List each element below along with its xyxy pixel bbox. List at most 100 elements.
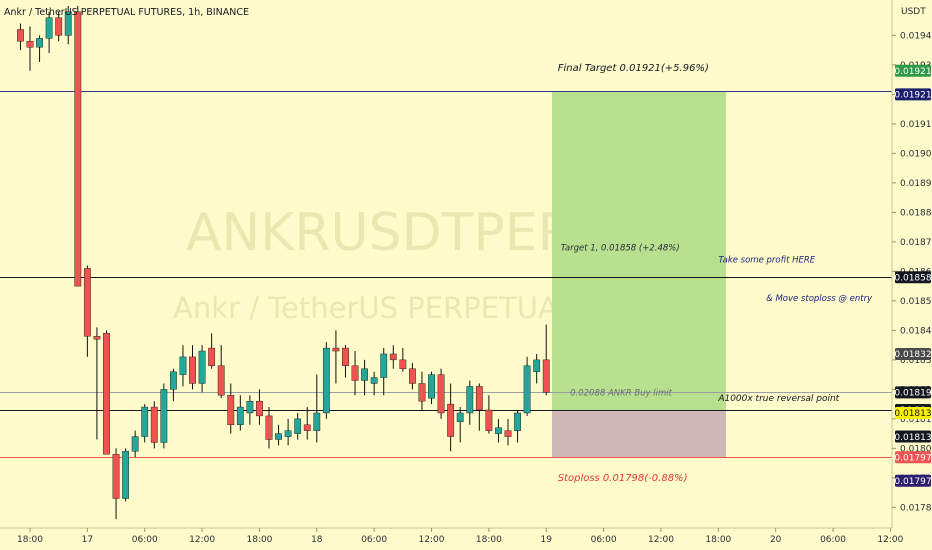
entry-badge-yellow-bg	[895, 406, 931, 419]
stop-badge-red: 0.01797	[894, 453, 931, 463]
candle-up	[246, 400, 254, 414]
candle-down	[409, 368, 416, 384]
reversal-annotation: A1000x true reversal point	[717, 394, 839, 404]
final-target-badge-navy-bg	[895, 88, 931, 101]
candle-down	[389, 353, 397, 361]
current-price-badge-bg	[895, 386, 931, 399]
x-tick-label: 06:00	[132, 535, 158, 545]
x-tick-label: 18:00	[476, 535, 502, 545]
candle-up	[313, 412, 321, 431]
stop-badge-navy-bg	[895, 474, 931, 487]
x-tick-label: 12:00	[877, 535, 903, 545]
candle-up	[322, 347, 330, 414]
candle-down	[332, 347, 340, 352]
x-tick-label: 12:00	[189, 535, 215, 545]
stop-badge-red-bg	[895, 451, 931, 464]
x-tick-label: 19	[541, 535, 553, 545]
x-tick-label: 17	[82, 535, 93, 545]
candle-up	[160, 389, 168, 443]
y-tick-label: 0.01780	[900, 503, 932, 513]
candle-down	[447, 403, 455, 437]
move-stoploss-annotation: & Move stoploss @ entry	[766, 294, 873, 304]
candle-down	[475, 386, 483, 411]
candle-down	[399, 359, 407, 369]
candle-up	[198, 350, 206, 384]
candle-up	[523, 365, 531, 414]
entry-badge-black: 0.01813	[894, 433, 931, 443]
candle-down	[83, 268, 91, 337]
price-badges: 0.019210.019210.018580.018320.0181934:10…	[894, 64, 932, 487]
last-candle-high-badge: 0.01832	[894, 350, 931, 360]
candle-up	[169, 371, 177, 390]
candle-up	[236, 406, 244, 425]
candle-up	[45, 17, 53, 39]
entry-badge-yellow: 0.01813	[894, 409, 931, 419]
x-tick-label: 18:00	[17, 535, 43, 545]
buy-limit-annotation: 0.02088 ANKR Buy limit	[570, 388, 673, 398]
x-tick-label: 06:00	[820, 535, 846, 545]
candle-down	[17, 29, 24, 42]
candle-down	[217, 365, 225, 396]
chart-title: Ankr / TetherUS PERPETUAL FUTURES, 1h, B…	[4, 7, 249, 18]
candle-up	[275, 433, 282, 440]
x-tick-label: 18:00	[705, 535, 731, 545]
final-target-badge-navy: 0.01921	[894, 91, 931, 101]
final-target-annotation: Final Target 0.01921(+5.96%)	[558, 63, 709, 74]
candle-down	[55, 17, 63, 36]
last-candle-high-badge-bg	[895, 347, 931, 360]
take-profit-annotation: Take some profit HERE	[718, 256, 815, 266]
target1-badge-bg	[895, 271, 931, 284]
candle-down	[542, 359, 550, 393]
candle-down	[227, 395, 235, 425]
x-ticks: 18:00 17 06:00 12:00 18:00 18 06:00 12:00 18:00 1…	[17, 528, 904, 545]
candle-down	[26, 41, 34, 48]
x-tick-label: 18	[311, 535, 323, 545]
candle-up	[179, 356, 187, 375]
candle-down	[485, 409, 493, 431]
entry-badge-black-bg	[895, 430, 931, 443]
candle-up	[495, 427, 502, 434]
candle-down	[504, 430, 512, 437]
candle-up	[36, 38, 43, 48]
candle-up	[456, 412, 464, 423]
target1-badge: 0.01858	[894, 273, 931, 283]
candle-down	[303, 424, 311, 431]
candle-down	[150, 406, 158, 443]
x-tick-label: 12:00	[648, 535, 674, 545]
candle-up	[64, 11, 72, 36]
final-target-badge-green-bg	[895, 64, 931, 77]
candle-up	[466, 386, 474, 414]
candle-down	[418, 383, 426, 402]
candle-up	[380, 353, 388, 378]
target1-annotation: Target 1, 0.01858 (+2.48%)	[561, 244, 680, 254]
x-tick-label: 18:00	[246, 535, 272, 545]
candle-up	[361, 368, 368, 381]
candle-down	[342, 347, 349, 366]
stop-badge-navy: 0.01797	[894, 477, 931, 487]
candles	[17, 5, 550, 520]
candle-up	[533, 359, 541, 372]
final-target-badge-green: 0.01921	[894, 67, 931, 77]
candle-up	[131, 436, 139, 452]
candle-down	[256, 400, 263, 417]
time-axis-bg	[0, 528, 932, 550]
candle-up	[122, 451, 130, 499]
candle-down	[74, 11, 82, 287]
candle-up	[428, 374, 435, 399]
candle-down	[351, 365, 359, 381]
position-zones	[551, 91, 726, 458]
candle-down	[208, 347, 216, 366]
x-tick-label: 20	[770, 535, 782, 545]
